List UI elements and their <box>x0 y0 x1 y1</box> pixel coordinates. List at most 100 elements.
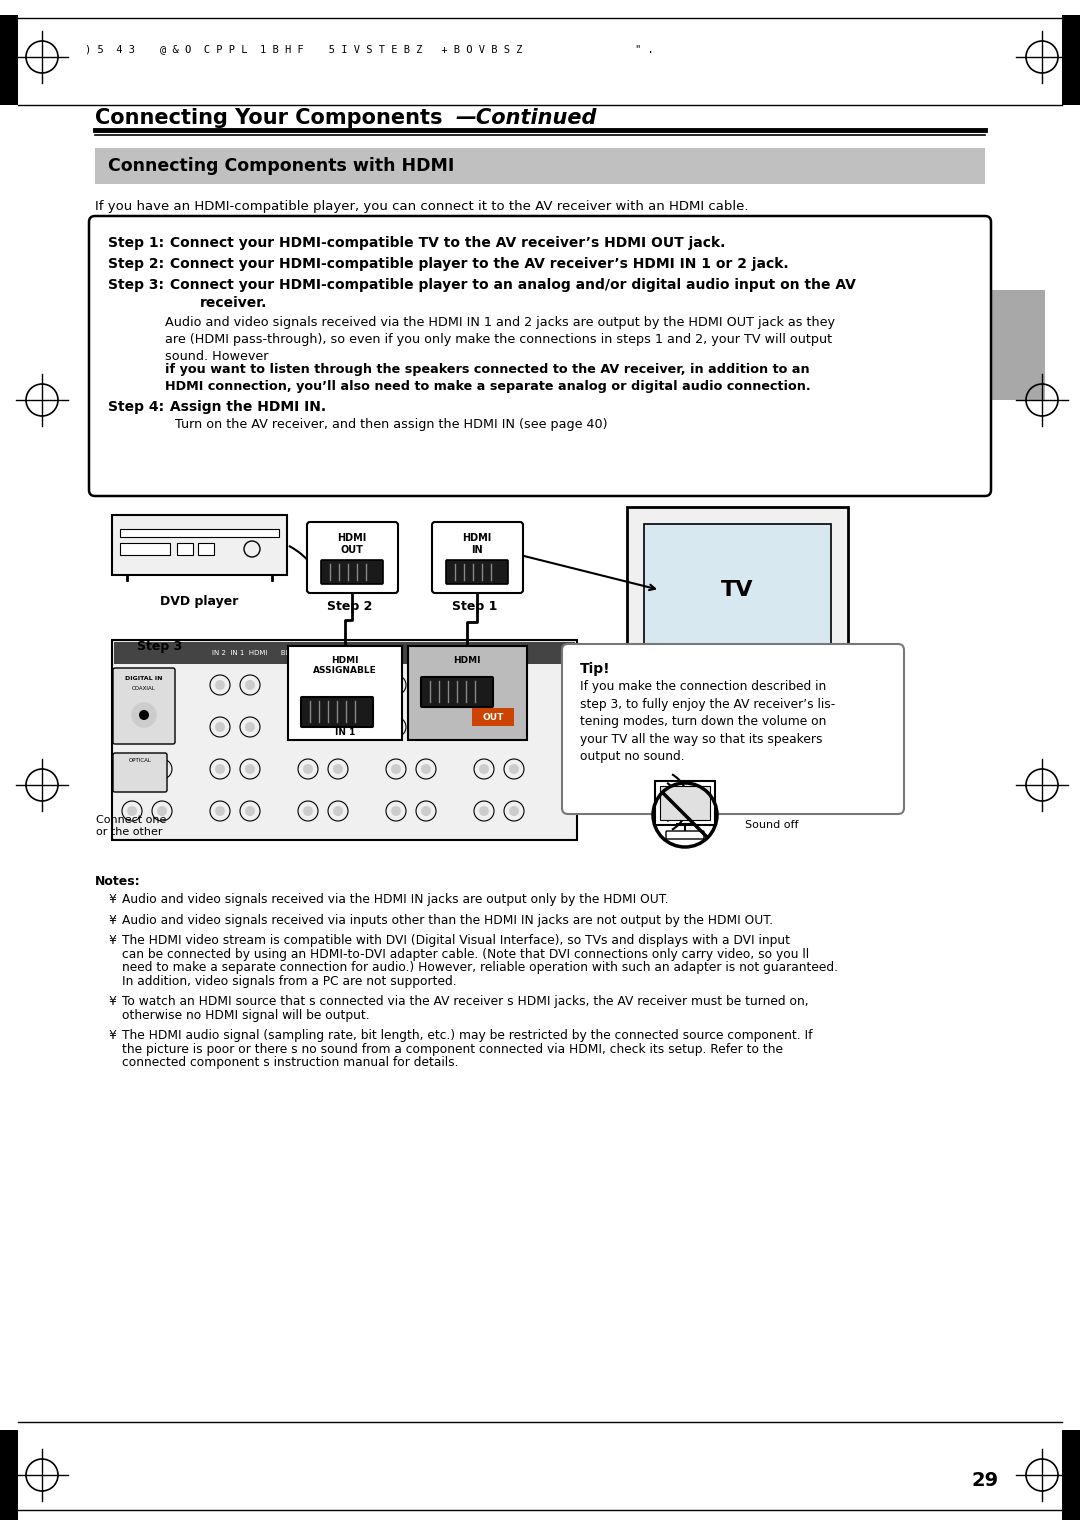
FancyBboxPatch shape <box>654 781 715 825</box>
Text: ¥: ¥ <box>108 914 116 926</box>
Text: 29: 29 <box>971 1470 999 1490</box>
Circle shape <box>127 764 137 775</box>
Text: ANT/HDMI: ANT/HDMI <box>422 649 457 656</box>
Circle shape <box>215 764 225 775</box>
Circle shape <box>391 723 401 732</box>
Circle shape <box>509 723 519 732</box>
Bar <box>0 1430 18 1520</box>
Text: if you want to listen through the speakers connected to the AV receiver, in addi: if you want to listen through the speake… <box>165 364 811 393</box>
Circle shape <box>245 723 255 732</box>
Text: Connecting Components with HDMI: Connecting Components with HDMI <box>108 157 455 176</box>
Circle shape <box>245 680 255 691</box>
Circle shape <box>303 764 313 775</box>
Bar <box>112 640 577 840</box>
Text: can be connected by using an HDMI-to-DVI adapter cable. (Note that DVI connectio: can be connected by using an HDMI-to-DVI… <box>122 947 809 961</box>
Circle shape <box>127 680 137 691</box>
Bar <box>0 15 18 105</box>
Circle shape <box>480 680 489 691</box>
Bar <box>112 515 287 575</box>
Bar <box>120 542 170 555</box>
Text: If you make the connection described in
step 3, to fully enjoy the AV receiver’s: If you make the connection described in … <box>580 680 835 762</box>
Circle shape <box>245 764 255 775</box>
Text: Turn on the AV receiver, and then assign the HDMI IN (see page 40): Turn on the AV receiver, and then assign… <box>175 419 607 431</box>
FancyBboxPatch shape <box>113 668 175 744</box>
Circle shape <box>157 680 167 691</box>
Text: ¥: ¥ <box>108 1028 116 1042</box>
Bar <box>472 707 514 726</box>
Text: COAXIAL: COAXIAL <box>132 686 156 691</box>
FancyBboxPatch shape <box>288 646 402 740</box>
Text: Step 3:: Step 3: <box>108 278 164 292</box>
Text: Audio and video signals received via the HDMI IN jacks are output only by the HD: Audio and video signals received via the… <box>122 892 669 906</box>
Bar <box>95 148 985 183</box>
FancyBboxPatch shape <box>113 753 167 792</box>
Bar <box>1062 15 1080 105</box>
FancyBboxPatch shape <box>307 523 399 593</box>
Text: otherwise no HDMI signal will be output.: otherwise no HDMI signal will be output. <box>122 1008 369 1022</box>
Text: Notes:: Notes: <box>95 876 140 888</box>
Text: OUT: OUT <box>483 712 503 721</box>
Circle shape <box>157 723 167 732</box>
Circle shape <box>215 723 225 732</box>
FancyBboxPatch shape <box>421 677 492 707</box>
Text: Step 1: Step 1 <box>453 601 498 613</box>
Circle shape <box>245 805 255 816</box>
Text: DIGITAL IN: DIGITAL IN <box>125 675 163 681</box>
Circle shape <box>215 680 225 691</box>
Circle shape <box>509 680 519 691</box>
Circle shape <box>509 805 519 816</box>
Text: Connect your HDMI-compatible TV to the AV receiver’s HDMI OUT jack.: Connect your HDMI-compatible TV to the A… <box>165 235 726 251</box>
Text: Step 2:: Step 2: <box>108 257 164 270</box>
Text: The HDMI video stream is compatible with DVI (Digital Visual Interface), so TVs : The HDMI video stream is compatible with… <box>122 934 789 947</box>
Text: Step 3: Step 3 <box>137 640 183 652</box>
Text: Step 1:: Step 1: <box>108 235 164 251</box>
Text: the picture is poor or there s no sound from a component connected via HDMI, che: the picture is poor or there s no sound … <box>122 1042 783 1056</box>
Circle shape <box>480 723 489 732</box>
Text: HDMI: HDMI <box>454 656 481 665</box>
FancyBboxPatch shape <box>432 523 523 593</box>
Text: Assign the HDMI IN.: Assign the HDMI IN. <box>165 400 326 414</box>
Bar <box>120 529 279 536</box>
Bar <box>114 642 575 665</box>
Text: IN 2  IN 1  HDMI      BD/DVD: IN 2 IN 1 HDMI BD/DVD <box>212 649 309 656</box>
Text: Audio and video signals received via the HDMI IN 1 and 2 jacks are output by the: Audio and video signals received via the… <box>165 316 835 364</box>
Circle shape <box>157 764 167 775</box>
FancyBboxPatch shape <box>627 507 848 672</box>
FancyBboxPatch shape <box>446 559 508 584</box>
FancyBboxPatch shape <box>666 831 704 839</box>
Circle shape <box>127 805 137 816</box>
Bar <box>660 785 710 821</box>
Text: receiver.: receiver. <box>200 296 268 310</box>
FancyBboxPatch shape <box>697 691 777 706</box>
Circle shape <box>303 805 313 816</box>
Bar <box>177 542 193 555</box>
Text: DVD player: DVD player <box>160 594 239 608</box>
FancyBboxPatch shape <box>408 646 527 740</box>
Circle shape <box>333 680 343 691</box>
Text: ¥: ¥ <box>108 934 116 947</box>
Circle shape <box>391 680 401 691</box>
Text: ¥: ¥ <box>108 995 116 1008</box>
Circle shape <box>303 723 313 732</box>
Bar <box>644 524 831 656</box>
Circle shape <box>391 805 401 816</box>
FancyBboxPatch shape <box>301 697 373 727</box>
Circle shape <box>127 723 137 732</box>
Circle shape <box>132 703 156 727</box>
Circle shape <box>333 723 343 732</box>
Text: Step 4:: Step 4: <box>108 400 164 414</box>
Bar <box>985 290 1045 400</box>
FancyBboxPatch shape <box>562 643 904 814</box>
Circle shape <box>421 805 431 816</box>
Text: Connect your HDMI-compatible player to an analog and/or digital audio input on t: Connect your HDMI-compatible player to a… <box>165 278 855 292</box>
Circle shape <box>139 711 149 720</box>
FancyBboxPatch shape <box>89 215 991 497</box>
Circle shape <box>480 764 489 775</box>
Circle shape <box>421 764 431 775</box>
Text: IN 1: IN 1 <box>335 727 355 736</box>
Text: HDMI
ASSIGNABLE: HDMI ASSIGNABLE <box>313 656 377 675</box>
Text: To watch an HDMI source that s connected via the AV receiver s HDMI jacks, the A: To watch an HDMI source that s connected… <box>122 995 809 1008</box>
Text: Connect your HDMI-compatible player to the AV receiver’s HDMI IN 1 or 2 jack.: Connect your HDMI-compatible player to t… <box>165 257 788 270</box>
Text: Step 2: Step 2 <box>327 601 373 613</box>
Text: HDMI
IN: HDMI IN <box>462 533 491 555</box>
